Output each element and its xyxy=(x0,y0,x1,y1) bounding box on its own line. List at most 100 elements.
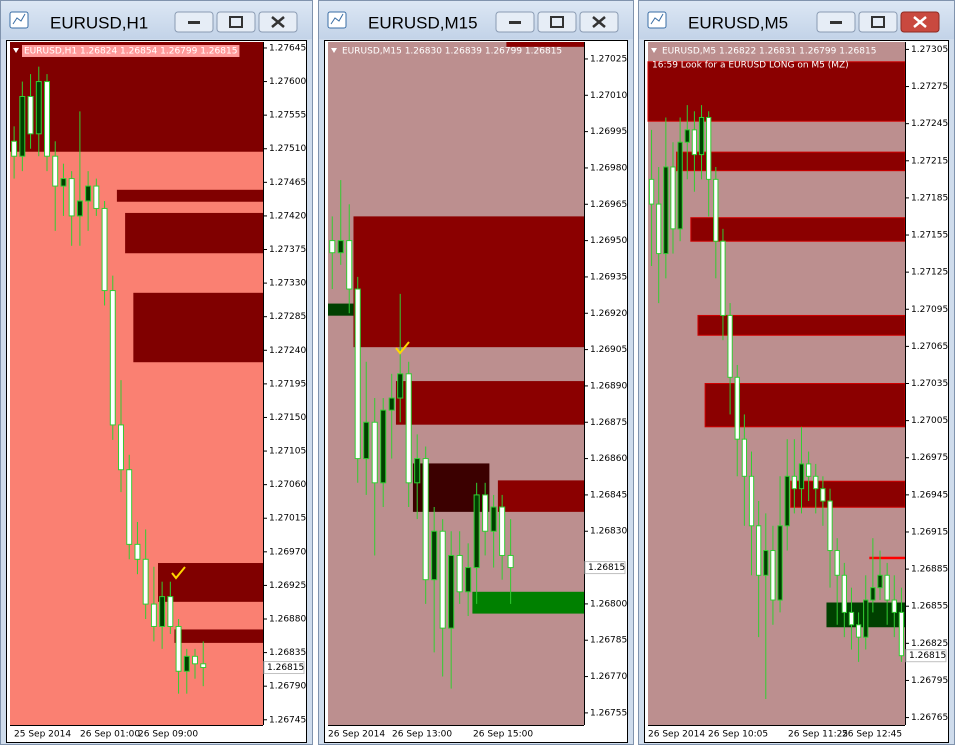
candle-body xyxy=(397,373,404,399)
candle-body xyxy=(329,240,336,254)
last-price-label: 1.26815 xyxy=(909,651,946,661)
close-glyph xyxy=(913,16,927,28)
candle-body xyxy=(76,200,83,217)
y-tick-label: 1.26745 xyxy=(269,715,306,725)
y-tick-label: 1.26800 xyxy=(590,599,627,609)
close-glyph xyxy=(592,16,606,28)
candle-body xyxy=(834,550,840,576)
y-tick-label: 1.26795 xyxy=(911,676,948,686)
y-tick-label: 1.26765 xyxy=(911,713,948,723)
maximize-button[interactable] xyxy=(858,11,898,33)
y-tick-label: 1.26825 xyxy=(911,639,948,649)
info-line: EURUSD,M5 1.26822 1.26831 1.26799 1.2681… xyxy=(662,47,876,57)
candle-body xyxy=(388,397,395,411)
candle-body xyxy=(380,409,387,484)
maximize-glyph xyxy=(550,16,564,28)
window-icon-line xyxy=(330,13,344,25)
candle-body xyxy=(175,625,182,672)
close-glyph xyxy=(271,16,285,28)
candle-body xyxy=(482,494,489,532)
y-tick-label: 1.27240 xyxy=(269,346,306,356)
y-tick-label: 1.27015 xyxy=(269,514,306,524)
zone xyxy=(395,381,584,425)
candle-body xyxy=(656,203,662,255)
zone xyxy=(790,480,906,508)
y-tick-label: 1.27125 xyxy=(911,268,948,278)
comment: 16:59 Look for a EURUSD LONG on M5 (MZ) xyxy=(652,61,849,71)
y-tick-label: 1.27465 xyxy=(269,178,306,188)
candle-body xyxy=(60,178,67,187)
y-tick-label: 1.26925 xyxy=(269,581,306,591)
y-tick-label: 1.27510 xyxy=(269,144,306,154)
candle-body xyxy=(734,376,740,440)
candle-body xyxy=(448,554,455,629)
window-title: EURUSD,M15 xyxy=(368,13,478,32)
zone xyxy=(158,563,263,602)
candle-body xyxy=(456,554,463,593)
y-tick-label: 1.26975 xyxy=(911,453,948,463)
zone xyxy=(125,212,264,254)
y-tick-label: 1.26790 xyxy=(269,682,306,692)
candle-body xyxy=(727,314,733,378)
y-tick-label: 1.27025 xyxy=(590,54,627,64)
candle-body xyxy=(841,574,847,613)
time-label: 26 Sep 15:00 xyxy=(473,730,533,740)
candle-body xyxy=(770,550,776,601)
candle-body xyxy=(101,207,108,292)
candle-body xyxy=(756,525,762,576)
y-tick-label: 1.26875 xyxy=(590,418,627,428)
info-line: EURUSD,M15 1.26830 1.26839 1.26799 1.268… xyxy=(342,47,562,57)
candle-body xyxy=(431,530,438,581)
candle-body xyxy=(691,129,698,156)
candle-body xyxy=(19,95,26,157)
y-tick-label: 1.27275 xyxy=(911,82,948,92)
maximize-button[interactable] xyxy=(216,11,256,33)
time-label: 26 Sep 09:00 xyxy=(138,730,198,740)
y-tick-label: 1.26830 xyxy=(590,527,627,537)
candle-body xyxy=(11,140,18,157)
candle-body xyxy=(371,421,378,484)
zone xyxy=(869,556,905,560)
candle-body xyxy=(891,599,897,613)
maximize-button[interactable] xyxy=(537,11,577,33)
y-tick-label: 1.27285 xyxy=(269,312,306,322)
y-tick-label: 1.26855 xyxy=(911,602,948,612)
last-price-box xyxy=(905,649,947,663)
zone xyxy=(10,42,263,152)
y-tick-label: 1.27420 xyxy=(269,211,306,221)
zone xyxy=(472,591,584,614)
zone xyxy=(497,480,584,512)
window-icon-line xyxy=(650,13,664,25)
info-highlight xyxy=(22,45,240,57)
time-label: 26 Sep 13:00 xyxy=(392,730,452,740)
candle-body xyxy=(52,155,59,187)
candle-body xyxy=(684,129,690,143)
y-tick-label: 1.27065 xyxy=(911,342,948,352)
candle-body xyxy=(713,178,719,242)
candle-body xyxy=(346,240,353,290)
last-price-box xyxy=(263,661,305,675)
axis-background xyxy=(263,41,306,726)
y-tick-label: 1.27600 xyxy=(269,77,306,87)
candle-body xyxy=(27,95,34,135)
y-tick-label: 1.26770 xyxy=(590,672,627,682)
candle-body xyxy=(142,558,149,605)
candle-body xyxy=(648,178,655,205)
info-arrow xyxy=(13,48,19,53)
candle-body xyxy=(68,178,75,217)
candle-body xyxy=(490,506,497,532)
window-title: EURUSD,H1 xyxy=(50,13,148,32)
y-tick-label: 1.27215 xyxy=(911,156,948,166)
candle-body xyxy=(748,475,755,527)
maximize-glyph xyxy=(871,16,885,28)
y-tick-label: 1.26885 xyxy=(911,565,948,575)
candle-body xyxy=(150,603,157,627)
y-tick-label: 1.27375 xyxy=(269,245,306,255)
candle-body xyxy=(677,141,683,230)
y-tick-label: 1.27155 xyxy=(911,231,948,241)
y-tick-label: 1.26835 xyxy=(269,648,306,658)
candle-body xyxy=(507,554,514,569)
time-label: 26 Sep 11:25 xyxy=(788,730,848,740)
candle-body xyxy=(670,166,676,230)
